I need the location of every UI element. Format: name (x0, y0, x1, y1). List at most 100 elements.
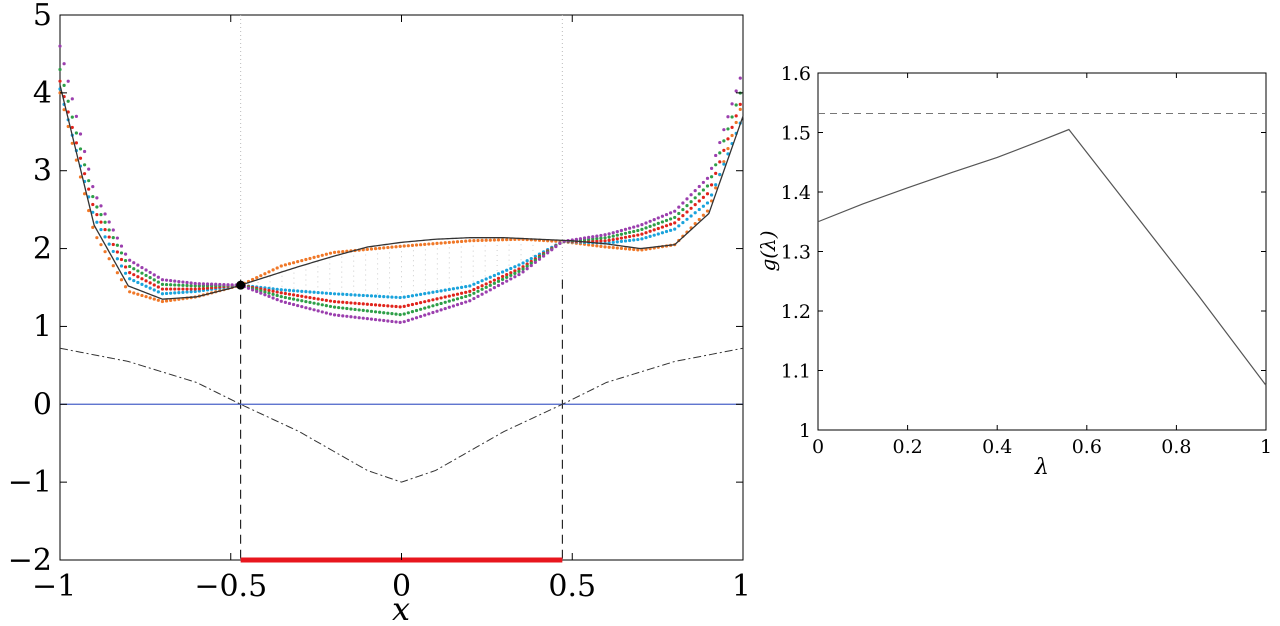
data-point (365, 247, 369, 251)
data-point (599, 239, 603, 243)
data-point (414, 243, 419, 247)
data-point (107, 228, 111, 232)
data-point (369, 302, 374, 307)
data-point (615, 240, 619, 244)
data-point (435, 309, 439, 313)
data-point (185, 290, 189, 294)
data-point (132, 279, 136, 283)
data-point (673, 227, 677, 231)
data-point (394, 295, 398, 299)
data-point (599, 244, 603, 248)
data-point (431, 290, 435, 294)
data-point (640, 223, 644, 227)
data-point (709, 166, 714, 170)
data-point (390, 319, 394, 324)
data-point (173, 291, 177, 295)
chart-right: 0 0.2 0.4 0.6 0.8 1 1 1.1 1.2 1.3 1.4 1.5 1.6 λ g(λ… (756, 63, 1272, 480)
data-point (193, 287, 197, 291)
data-point (398, 312, 402, 317)
data-point (455, 286, 460, 290)
data-point (70, 125, 74, 130)
data-point (398, 244, 402, 248)
data-point (365, 309, 369, 313)
data-point (509, 237, 513, 242)
data-point (505, 275, 509, 279)
data-point (316, 254, 320, 258)
data-point (460, 296, 464, 300)
data-point (722, 148, 726, 152)
data-point (611, 246, 615, 250)
data-point (115, 271, 119, 275)
data-point (406, 294, 410, 299)
data-point (181, 280, 185, 284)
data-point (476, 286, 480, 290)
data-point (611, 231, 615, 235)
data-point (144, 268, 148, 272)
data-point (332, 305, 337, 309)
data-point (628, 238, 632, 243)
data-point (226, 283, 230, 287)
data-point (99, 243, 103, 247)
data-point (529, 263, 533, 268)
data-point (468, 239, 472, 243)
data-point (300, 258, 304, 263)
data-point (628, 247, 632, 251)
data-point (128, 264, 132, 269)
data-point (152, 288, 156, 292)
data-point (378, 294, 382, 298)
data-point (58, 44, 62, 48)
data-point (144, 284, 148, 288)
data-point (419, 314, 423, 319)
data-point (107, 257, 111, 261)
data-point (74, 141, 78, 145)
data-point (136, 269, 140, 273)
data-point (115, 257, 119, 261)
data-point (615, 246, 619, 250)
data-point (451, 287, 456, 291)
data-point (378, 303, 382, 307)
data-point (332, 313, 337, 317)
data-point (656, 226, 660, 231)
data-point (300, 294, 304, 298)
data-point (513, 269, 517, 273)
data-point (484, 277, 488, 281)
data-point (144, 273, 148, 278)
data-point (529, 256, 533, 261)
data-point (181, 287, 185, 291)
data-point (439, 289, 443, 293)
data-point (312, 296, 316, 300)
data-point (484, 238, 488, 242)
data-point (267, 270, 271, 274)
y-tick-label: 4 (33, 76, 52, 111)
data-point (697, 217, 701, 222)
x-tick-label: 0.6 (1072, 436, 1102, 458)
data-point (324, 298, 328, 302)
data-point (103, 220, 107, 224)
data-point (726, 127, 730, 131)
data-point (316, 297, 320, 301)
data-point (169, 291, 173, 295)
data-point (177, 279, 181, 284)
data-point (103, 227, 107, 232)
data-point (505, 279, 509, 283)
data-point (95, 236, 99, 240)
data-point (435, 297, 439, 301)
data-point (296, 260, 300, 264)
data-point (714, 153, 718, 158)
data-point (156, 275, 160, 279)
data-point (300, 289, 304, 293)
data-point (164, 299, 169, 303)
data-point (734, 120, 738, 125)
data-point (337, 305, 341, 310)
data-point (152, 278, 156, 282)
data-point (714, 171, 718, 175)
data-point (140, 293, 144, 298)
data-point (74, 131, 78, 135)
data-point (357, 301, 361, 306)
data-point (255, 289, 259, 294)
data-point (623, 235, 628, 239)
data-point (62, 83, 66, 87)
data-point (693, 203, 697, 207)
data-point (189, 284, 193, 288)
data-point (160, 278, 165, 282)
